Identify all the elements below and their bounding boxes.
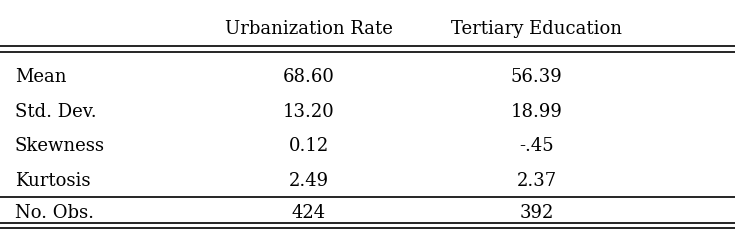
Text: 18.99: 18.99 [511, 102, 562, 120]
Text: -.45: -.45 [519, 136, 554, 154]
Text: 13.20: 13.20 [283, 102, 334, 120]
Text: 2.37: 2.37 [517, 171, 556, 189]
Text: Skewness: Skewness [15, 136, 104, 154]
Text: Mean: Mean [15, 68, 66, 86]
Text: 424: 424 [292, 203, 326, 221]
Text: 2.49: 2.49 [289, 171, 329, 189]
Text: 56.39: 56.39 [511, 68, 562, 86]
Text: 392: 392 [520, 203, 553, 221]
Text: Tertiary Education: Tertiary Education [451, 20, 622, 38]
Text: Kurtosis: Kurtosis [15, 171, 90, 189]
Text: Urbanization Rate: Urbanization Rate [225, 20, 392, 38]
Text: 0.12: 0.12 [289, 136, 329, 154]
Text: No. Obs.: No. Obs. [15, 203, 93, 221]
Text: Std. Dev.: Std. Dev. [15, 102, 96, 120]
Text: 68.60: 68.60 [283, 68, 334, 86]
